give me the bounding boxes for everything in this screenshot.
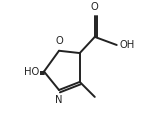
Text: O: O	[55, 36, 63, 46]
Text: HO: HO	[24, 67, 39, 77]
Text: OH: OH	[120, 40, 135, 50]
Text: O: O	[91, 1, 99, 12]
Text: N: N	[55, 95, 63, 105]
